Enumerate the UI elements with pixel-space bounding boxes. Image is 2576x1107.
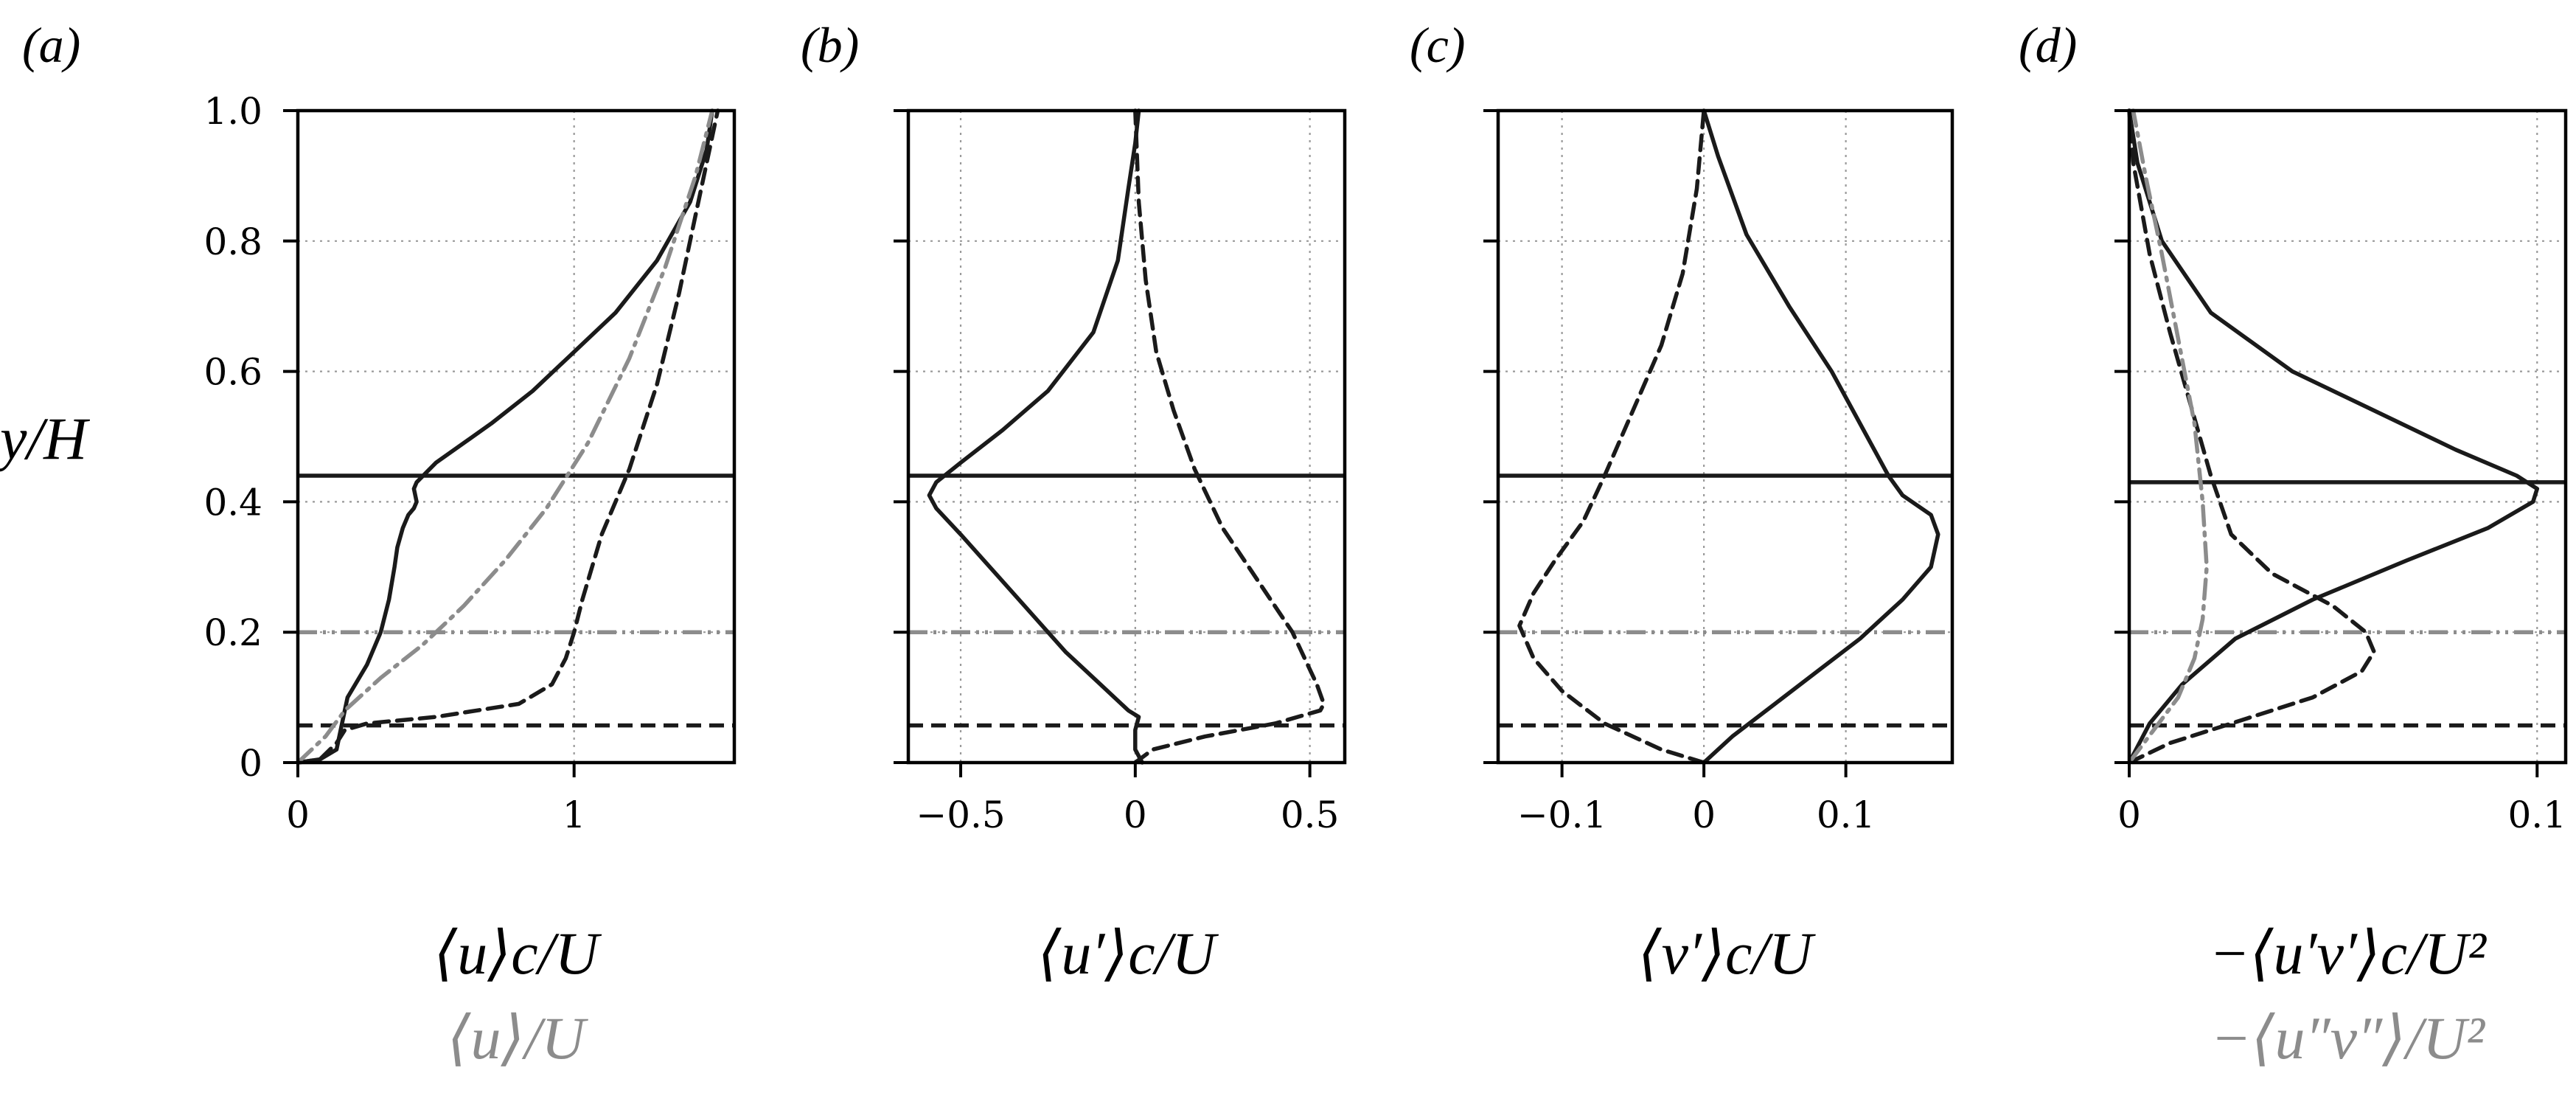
x-tick-label: 0.5: [1281, 794, 1340, 836]
series-line-3: [296, 108, 714, 765]
series-line-2: [2127, 108, 2376, 765]
x-tick-label: 0.1: [2508, 794, 2567, 836]
series-line-3: [2127, 108, 2209, 765]
x-axis-label: −⟨u′v′⟩c/U²: [2209, 920, 2487, 987]
plot-frame: [1496, 108, 1954, 765]
series-line-1: [927, 108, 1145, 765]
panel-label: (b): [801, 17, 859, 73]
x-tick-label: −0.5: [916, 794, 1005, 836]
x-tick-label: 0: [1124, 794, 1147, 836]
y-tick-label: 0.8: [203, 221, 262, 263]
chart-panel-2: −0.5 0 0.5 (b) ⟨u′⟩c/U: [801, 17, 1347, 987]
chart-panel-1: 0 1 0 0.2 0.4 0.6 0.8 1.0 (a) ⟨u⟩c/U ⟨u⟩/U: [22, 17, 737, 1072]
x-tick-label: 0: [2117, 794, 2141, 836]
panels: 0 1 0 0.2 0.4 0.6 0.8 1.0 (a) ⟨u⟩c/U ⟨u⟩/U −0.5 0 0.5…: [22, 17, 2568, 1072]
plot-frame: [296, 108, 737, 765]
y-tick-label: 1.0: [203, 90, 262, 133]
x-axis-label: ⟨u⟩c/U: [434, 920, 602, 987]
x-axis-label-secondary: −⟨u″v″⟩/U²: [2210, 1004, 2485, 1072]
x-tick-label: 0: [286, 794, 310, 836]
series-line-1: [296, 108, 714, 765]
y-tick-label: 0: [239, 742, 262, 785]
x-tick-label: 0: [1692, 794, 1716, 836]
panel-label: (a): [22, 17, 80, 73]
y-tick-label: 0.4: [203, 481, 262, 524]
chart-panel-3: −0.1 0 0.1 (c) ⟨v′⟩c/U: [1410, 17, 1954, 987]
y-axis-label: y/H: [0, 405, 90, 472]
series-line-2: [1133, 108, 1326, 765]
x-axis-label: ⟨v′⟩c/U: [1638, 920, 1816, 987]
panel-label: (c): [1410, 17, 1465, 73]
plot-frame: [906, 108, 1347, 765]
x-tick-label: 0.1: [1817, 794, 1876, 836]
y-tick-label: 0.2: [203, 611, 262, 654]
y-tick-label: 0.6: [203, 351, 262, 394]
series-line-1: [2127, 108, 2540, 765]
chart-panel-4: 0 0.1 (d) −⟨u′v′⟩c/U² −⟨u″v″⟩/U²: [2019, 17, 2568, 1072]
plot-frame: [2127, 108, 2568, 765]
x-tick-label: −0.1: [1517, 794, 1606, 836]
series-line-2: [296, 108, 720, 765]
x-tick-label: 1: [563, 794, 586, 836]
x-axis-label-secondary: ⟨u⟩/U: [448, 1004, 589, 1072]
series-line-1: [1702, 108, 1940, 765]
panel-label: (d): [2019, 17, 2077, 73]
x-axis-label: ⟨u′⟩c/U: [1037, 920, 1219, 987]
series-line-2: [1517, 108, 1706, 765]
